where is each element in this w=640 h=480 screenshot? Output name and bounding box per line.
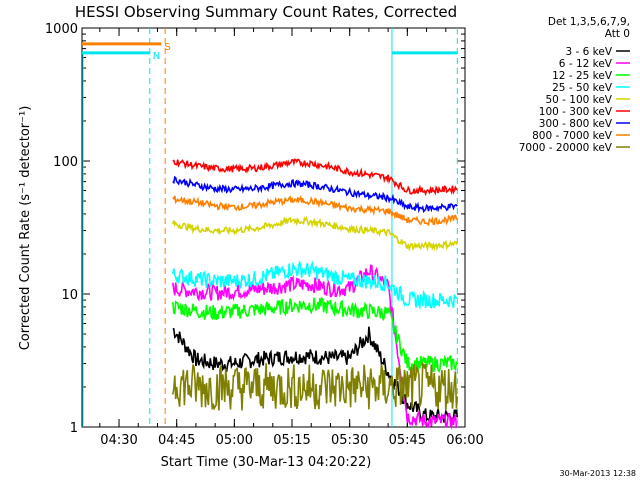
x-axis-label: Start Time (30-Mar-13 04:20:22): [161, 455, 372, 470]
plot-area: NS: [81, 27, 466, 430]
flag-label-s: S: [164, 42, 170, 53]
flag-overlays: NS: [82, 28, 458, 427]
y-tick-label: 1000: [45, 22, 78, 37]
legend-entry-label: 7000 - 20000 keV: [519, 142, 613, 154]
series-line-6: [172, 175, 458, 214]
footer-timestamp: 30-Mar-2013 12:38: [560, 469, 637, 478]
x-tick-label: 05:30: [331, 433, 368, 448]
legend-header-line-2: Att 0: [605, 28, 630, 40]
legend-entry-label: 300 - 800 keV: [539, 118, 613, 130]
x-tick-label: 04:30: [100, 433, 137, 448]
x-tick-labels: 04:30 04:45 05:00 05:15 05:30 05:45 06:00: [100, 433, 483, 448]
flag-label-n: N: [153, 51, 160, 62]
legend-entry-label: 800 - 7000 keV: [532, 130, 613, 142]
legend-entry-label: 3 - 6 keV: [565, 46, 612, 58]
axis-ticks: [82, 27, 466, 428]
y-tick-labels: 1 10 100 1000: [45, 22, 78, 436]
series-line-2: [172, 296, 458, 374]
x-tick-label: 05:15: [273, 433, 310, 448]
x-tick-label: 04:45: [158, 433, 195, 448]
series-line-1: [172, 264, 458, 430]
x-tick-label: 06:00: [446, 433, 483, 448]
y-axis-label: Corrected Count Rate (s⁻¹ detector⁻¹): [18, 106, 33, 351]
x-tick-label: 05:00: [216, 433, 253, 448]
x-tick-label: 05:45: [389, 433, 426, 448]
legend-entry-label: 12 - 25 keV: [552, 70, 613, 82]
chart-title: HESSI Observing Summary Count Rates, Cor…: [75, 3, 457, 21]
legend-entry-label: 6 - 12 keV: [559, 58, 613, 70]
y-tick-label: 100: [53, 155, 78, 170]
series-line-8: [172, 361, 459, 411]
legend-entry-label: 25 - 50 keV: [552, 82, 613, 94]
plot-frame: [81, 27, 466, 428]
series-line-7: [172, 194, 458, 227]
y-tick-label: 1: [70, 421, 78, 436]
series-line-4: [172, 215, 459, 253]
legend-header-line-1: Det 1,3,5,6,7,9,: [548, 16, 630, 28]
series-line-5: [172, 158, 458, 197]
series-line-3: [172, 259, 458, 310]
series-line-0: [172, 326, 459, 425]
legend-entry-label: 50 - 100 keV: [545, 94, 612, 106]
series-layer: [172, 158, 459, 430]
y-tick-label: 10: [61, 288, 78, 303]
legend-entry-label: 100 - 300 keV: [539, 106, 613, 118]
